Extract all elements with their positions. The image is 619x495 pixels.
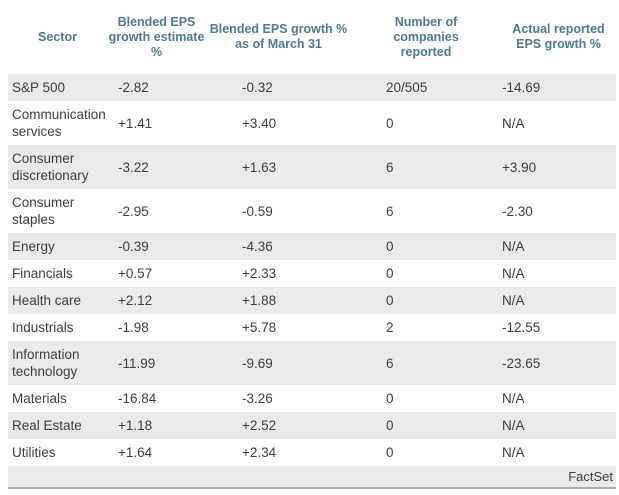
cell-companies-reported: 6: [386, 203, 394, 219]
cell-actual-reported: -12.55: [502, 320, 541, 335]
table-row: Consumer discretionary -3.22 +1.63 6 +3.…: [8, 145, 616, 189]
cell-blended-eps-estimate: +1.18: [118, 418, 153, 433]
cell-actual-reported: N/A: [502, 115, 525, 131]
cell-sector: Industrials: [12, 320, 74, 335]
cell-blended-eps-estimate: -16.84: [118, 391, 157, 406]
cell-blended-eps-march31: +1.88: [242, 293, 277, 308]
table-row: Health care +2.12 +1.88 0 N/A: [8, 287, 616, 314]
cell-sector: Real Estate: [12, 418, 82, 433]
cell-actual-reported: N/A: [502, 239, 525, 254]
table-row: Materials -16.84 -3.26 0 N/A: [8, 385, 616, 412]
source-credit: FactSet: [568, 469, 613, 484]
cell-sector: Communication services: [12, 107, 106, 139]
cell-blended-eps-march31: -4.36: [242, 239, 273, 254]
cell-blended-eps-march31: +1.63: [242, 159, 277, 175]
cell-blended-eps-estimate: +0.57: [118, 266, 153, 281]
cell-companies-reported: 0: [386, 445, 394, 460]
cell-sector: Energy: [12, 239, 55, 254]
cell-blended-eps-march31: -0.32: [242, 80, 273, 95]
table-row: Real Estate +1.18 +2.52 0 N/A: [8, 412, 616, 439]
table-row: Financials +0.57 +2.33 0 N/A: [8, 260, 616, 287]
footer-bar: FactSet: [8, 466, 616, 489]
cell-companies-reported: 0: [386, 115, 394, 131]
cell-actual-reported: N/A: [502, 391, 525, 406]
cell-sector: Financials: [12, 266, 73, 281]
col-header-sector: Sector: [38, 29, 77, 44]
cell-blended-eps-estimate: -2.95: [118, 203, 149, 219]
cell-blended-eps-estimate: -3.22: [118, 159, 149, 175]
cell-companies-reported: 0: [386, 266, 394, 281]
cell-actual-reported: N/A: [502, 266, 525, 281]
col-header-actual-reported: Actual reported EPS growth %: [512, 22, 605, 51]
cell-companies-reported: 20/505: [386, 80, 428, 95]
cell-blended-eps-march31: +3.40: [242, 115, 277, 131]
cell-blended-eps-march31: +5.78: [242, 320, 277, 335]
cell-actual-reported: N/A: [502, 418, 525, 433]
cell-blended-eps-march31: +2.33: [242, 266, 277, 281]
cell-blended-eps-estimate: -1.98: [118, 320, 149, 335]
cell-blended-eps-march31: -0.59: [242, 203, 273, 219]
cell-blended-eps-estimate: -0.39: [118, 239, 149, 254]
col-header-blended-eps-estimate: Blended EPS growth estimate %: [108, 14, 205, 59]
cell-actual-reported: N/A: [502, 293, 525, 308]
cell-actual-reported: -2.30: [502, 203, 533, 219]
eps-growth-table: Sector Blended EPS growth estimate % Ble…: [8, 4, 616, 466]
table-row: Utilities +1.64 +2.34 0 N/A: [8, 439, 616, 466]
eps-growth-table-container: Sector Blended EPS growth estimate % Ble…: [8, 4, 616, 466]
cell-sector: Information technology: [12, 347, 80, 379]
cell-blended-eps-estimate: -2.82: [118, 80, 149, 95]
cell-companies-reported: 2: [386, 320, 394, 335]
table-row: Information technology -11.99 -9.69 6 -2…: [8, 341, 616, 385]
table-row: S&P 500 -2.82 -0.32 20/505 -14.69: [8, 74, 616, 101]
table-header: Sector Blended EPS growth estimate % Ble…: [8, 4, 616, 74]
cell-blended-eps-estimate: +1.41: [118, 115, 153, 131]
col-header-blended-eps-march31: Blended EPS growth % as of March 31: [209, 22, 348, 51]
cell-sector: S&P 500: [12, 80, 66, 95]
cell-actual-reported: -14.69: [502, 80, 541, 95]
cell-blended-eps-march31: -3.26: [242, 391, 273, 406]
table-row: Industrials -1.98 +5.78 2 -12.55: [8, 314, 616, 341]
cell-companies-reported: 0: [386, 391, 394, 406]
table-row: Communication services +1.41 +3.40 0 N/A: [8, 101, 616, 145]
cell-blended-eps-estimate: -11.99: [118, 355, 156, 371]
table-row: Consumer staples -2.95 -0.59 6 -2.30: [8, 189, 616, 233]
cell-blended-eps-estimate: +1.64: [118, 445, 153, 460]
cell-sector: Health care: [12, 293, 82, 308]
cell-blended-eps-march31: +2.52: [242, 418, 277, 433]
cell-actual-reported: +3.90: [502, 159, 537, 175]
cell-blended-eps-estimate: +2.12: [118, 293, 153, 308]
cell-blended-eps-march31: -9.69: [242, 355, 273, 371]
cell-sector: Materials: [12, 391, 67, 406]
cell-blended-eps-march31: +2.34: [242, 445, 277, 460]
cell-companies-reported: 0: [386, 293, 394, 308]
cell-actual-reported: -23.65: [502, 355, 541, 371]
cell-sector: Consumer staples: [12, 195, 75, 227]
table-row: Energy -0.39 -4.36 0 N/A: [8, 233, 616, 260]
header-row: Sector Blended EPS growth estimate % Ble…: [8, 4, 616, 74]
table-body: S&P 500 -2.82 -0.32 20/505 -14.69 Commun…: [8, 74, 616, 466]
cell-actual-reported: N/A: [502, 445, 525, 460]
col-header-companies-reported: Number of companies reported: [393, 14, 459, 59]
cell-companies-reported: 0: [386, 418, 394, 433]
cell-sector: Consumer discretionary: [12, 151, 89, 183]
cell-companies-reported: 6: [386, 159, 394, 175]
cell-companies-reported: 0: [386, 239, 394, 254]
cell-companies-reported: 6: [386, 355, 394, 371]
cell-sector: Utilities: [12, 445, 56, 460]
